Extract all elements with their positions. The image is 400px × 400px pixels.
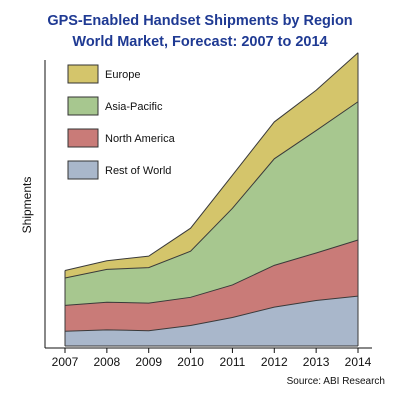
legend-swatch-asia-pacific bbox=[67, 96, 99, 116]
x-tick-label: 2013 bbox=[303, 355, 330, 369]
x-tick-label: 2012 bbox=[261, 355, 288, 369]
boundary-europe bbox=[64, 52, 359, 272]
areas-layer bbox=[65, 52, 358, 346]
legend-label-rest-of-world: Rest of World bbox=[105, 165, 171, 177]
legend-label-north-america: North America bbox=[105, 133, 176, 145]
y-axis-label: Shipments bbox=[20, 177, 34, 234]
x-tick-label: 2007 bbox=[52, 355, 79, 369]
legend-label-asia-pacific: Asia-Pacific bbox=[105, 101, 163, 113]
x-tick-label: 2009 bbox=[135, 355, 162, 369]
x-tick-label: 2008 bbox=[94, 355, 121, 369]
boundary-north-america bbox=[64, 239, 359, 306]
x-tick-label: 2010 bbox=[177, 355, 204, 369]
x-axis-ticks: 2007 2008 2009 2010 2011 2012 2013 2014 bbox=[52, 348, 372, 369]
legend-label-europe: Europe bbox=[105, 69, 140, 81]
legend-swatch-europe bbox=[67, 64, 99, 84]
area-north-america bbox=[65, 240, 358, 332]
boundary-rest-of-world bbox=[64, 295, 359, 332]
chart-title: GPS-Enabled Handset Shipments by Region bbox=[47, 13, 352, 29]
source-note: Source: ABI Research bbox=[287, 376, 385, 387]
chart-subtitle: World Market, Forecast: 2007 to 2014 bbox=[72, 34, 327, 50]
x-tick-label: 2014 bbox=[345, 355, 372, 369]
boundaries-layer bbox=[64, 52, 359, 347]
legend-swatch-rest-of-world bbox=[67, 160, 99, 180]
area-asia-pacific bbox=[65, 101, 358, 306]
x-tick-label: 2011 bbox=[220, 355, 246, 369]
legend: Europe Asia-Pacific North America Rest of W… bbox=[67, 64, 176, 180]
boundary-asia-pacific bbox=[64, 101, 359, 279]
area-rest-of-world bbox=[65, 296, 358, 346]
legend-swatch-north-america bbox=[67, 128, 99, 148]
